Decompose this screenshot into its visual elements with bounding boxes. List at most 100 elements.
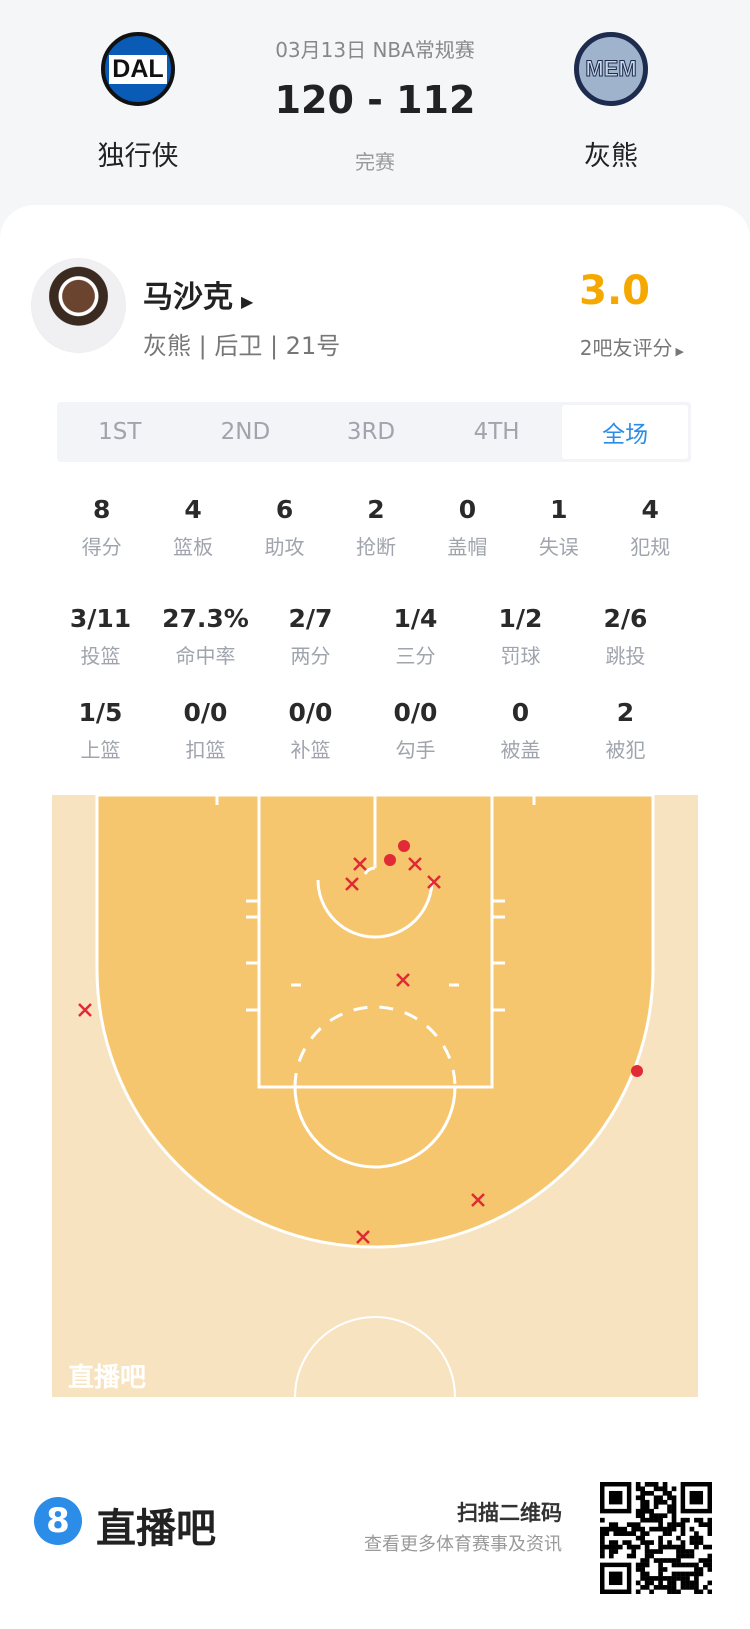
player-name[interactable]: 马沙克 ▶ (143, 280, 254, 315)
missed-shot (471, 1193, 485, 1207)
stat-item: 2/6 跳投 (573, 602, 678, 669)
rating-count-link[interactable]: 2吧友评分 ▶ (579, 336, 684, 360)
stat-value: 0/0 (288, 698, 333, 727)
stat-label: 犯规 (630, 535, 671, 559)
stat-label: 两分 (290, 644, 331, 668)
away-team-logo[interactable]: MEM (574, 32, 648, 106)
missed-shot (427, 875, 441, 889)
tab-4th[interactable]: 4TH (473, 419, 520, 445)
stat-label: 上篮 (80, 738, 121, 762)
stat-label: 篮板 (173, 535, 214, 559)
missed-shot (356, 1230, 370, 1244)
player-rating: 3.0 (579, 268, 650, 314)
qr-title: 扫描二维码 (457, 1501, 562, 1525)
game-score: 120 - 112 (274, 78, 476, 122)
made-shot (398, 840, 410, 852)
stat-value: 2/7 (288, 604, 333, 633)
stat-label: 得分 (81, 535, 122, 559)
tab-3rd[interactable]: 3RD (346, 419, 396, 445)
stat-item: 0 被盖 (468, 696, 573, 763)
caret-right-icon: ▶ (241, 292, 254, 311)
missed-shot (78, 1003, 92, 1017)
stat-item: 27.3% 命中率 (153, 602, 258, 669)
stat-value: 3/11 (69, 604, 132, 633)
missed-shot (408, 857, 422, 871)
watermark: 直播吧 (68, 1363, 146, 1393)
stat-label: 罚球 (500, 644, 541, 668)
stat-item: 4 篮板 (147, 493, 238, 560)
qr-subtitle: 查看更多体育赛事及资讯 (364, 1534, 562, 1555)
stat-value: 0/0 (393, 698, 438, 727)
stat-value: 4 (184, 495, 202, 524)
stat-label: 补篮 (290, 738, 331, 762)
stat-item: 1/2 罚球 (468, 602, 573, 669)
stat-label: 勾手 (395, 738, 436, 762)
missed-shot (353, 857, 367, 871)
stat-item: 2 抢断 (330, 493, 421, 560)
period-tabs: 1ST 2ND 3RD 4TH 全场 (57, 402, 691, 462)
missed-shot (396, 973, 410, 987)
tab-2nd[interactable]: 2ND (220, 419, 271, 445)
qr-code[interactable] (600, 1482, 712, 1594)
stat-value: 8 (93, 495, 111, 524)
stat-label: 被盖 (500, 738, 541, 762)
player-avatar[interactable] (31, 258, 126, 353)
stat-value: 2/6 (603, 604, 648, 633)
tab-full-game[interactable]: 全场 (562, 405, 688, 459)
three-point-area (95, 793, 655, 1249)
stat-item: 1/5 上篮 (48, 696, 153, 763)
stat-value: 1/4 (393, 604, 438, 633)
stat-item: 0/0 勾手 (363, 696, 468, 763)
game-date-league: 03月13日 NBA常规赛 (275, 38, 475, 62)
stat-label: 被犯 (605, 738, 646, 762)
player-info: 灰熊 | 后卫 | 21号 (143, 332, 341, 360)
home-team-name[interactable]: 独行侠 (97, 141, 179, 172)
stat-item: 0/0 补篮 (258, 696, 363, 763)
stat-item: 0/0 扣篮 (153, 696, 258, 763)
stat-value: 0 (458, 495, 477, 524)
stat-value: 2 (616, 698, 635, 727)
stats-row-shot-types: 1/5 上篮 0/0 扣篮 0/0 补篮 0/0 勾手 0 被盖 2 被犯 (48, 696, 678, 763)
stat-value: 1 (550, 495, 568, 524)
stat-label: 跳投 (605, 644, 646, 668)
stat-label: 盖帽 (447, 535, 488, 559)
caret-right-icon: ▶ (675, 345, 684, 358)
brand-logo-icon: 8 (34, 1497, 82, 1545)
stat-item: 1 失误 (513, 493, 604, 560)
stat-value: 2 (367, 495, 385, 524)
tab-1st[interactable]: 1ST (98, 419, 142, 445)
stat-item: 8 得分 (56, 493, 147, 560)
stat-value: 1/2 (498, 604, 543, 633)
stat-value: 0/0 (183, 698, 228, 727)
stat-value: 0 (511, 698, 530, 727)
missed-shot (345, 877, 359, 891)
stat-item: 2 被犯 (573, 696, 678, 763)
stat-label: 命中率 (175, 644, 236, 668)
stats-row-basic: 8 得分 4 篮板 6 助攻 2 抢断 0 盖帽 1 失误 4 犯规 (56, 493, 696, 560)
stat-label: 扣篮 (185, 738, 226, 762)
stat-label: 投篮 (80, 644, 121, 668)
stats-row-shooting: 3/11 投篮 27.3% 命中率 2/7 两分 1/4 三分 1/2 罚球 2/6 跳投 (48, 602, 678, 669)
stat-label: 失误 (538, 535, 579, 559)
stat-item: 2/7 两分 (258, 602, 363, 669)
brand-name: 直播吧 (96, 1506, 216, 1552)
stat-item: 0 盖帽 (422, 493, 513, 560)
stat-value: 27.3% (162, 604, 249, 633)
stat-label: 抢断 (355, 535, 396, 559)
game-status: 完赛 (355, 150, 395, 174)
stat-value: 1/5 (78, 698, 123, 727)
made-shot (384, 854, 396, 866)
stat-item: 3/11 投篮 (48, 602, 153, 669)
stat-value: 4 (641, 495, 659, 524)
stat-label: 三分 (395, 644, 436, 668)
home-team-logo[interactable]: DAL (101, 32, 175, 106)
stat-label: 助攻 (264, 535, 305, 559)
stat-item: 6 助攻 (239, 493, 330, 560)
stat-value: 6 (275, 495, 294, 524)
stat-item: 1/4 三分 (363, 602, 468, 669)
stat-item: 4 犯规 (605, 493, 696, 560)
made-shot (631, 1065, 643, 1077)
away-team-name[interactable]: 灰熊 (584, 141, 638, 172)
court-lines (215, 795, 536, 1398)
